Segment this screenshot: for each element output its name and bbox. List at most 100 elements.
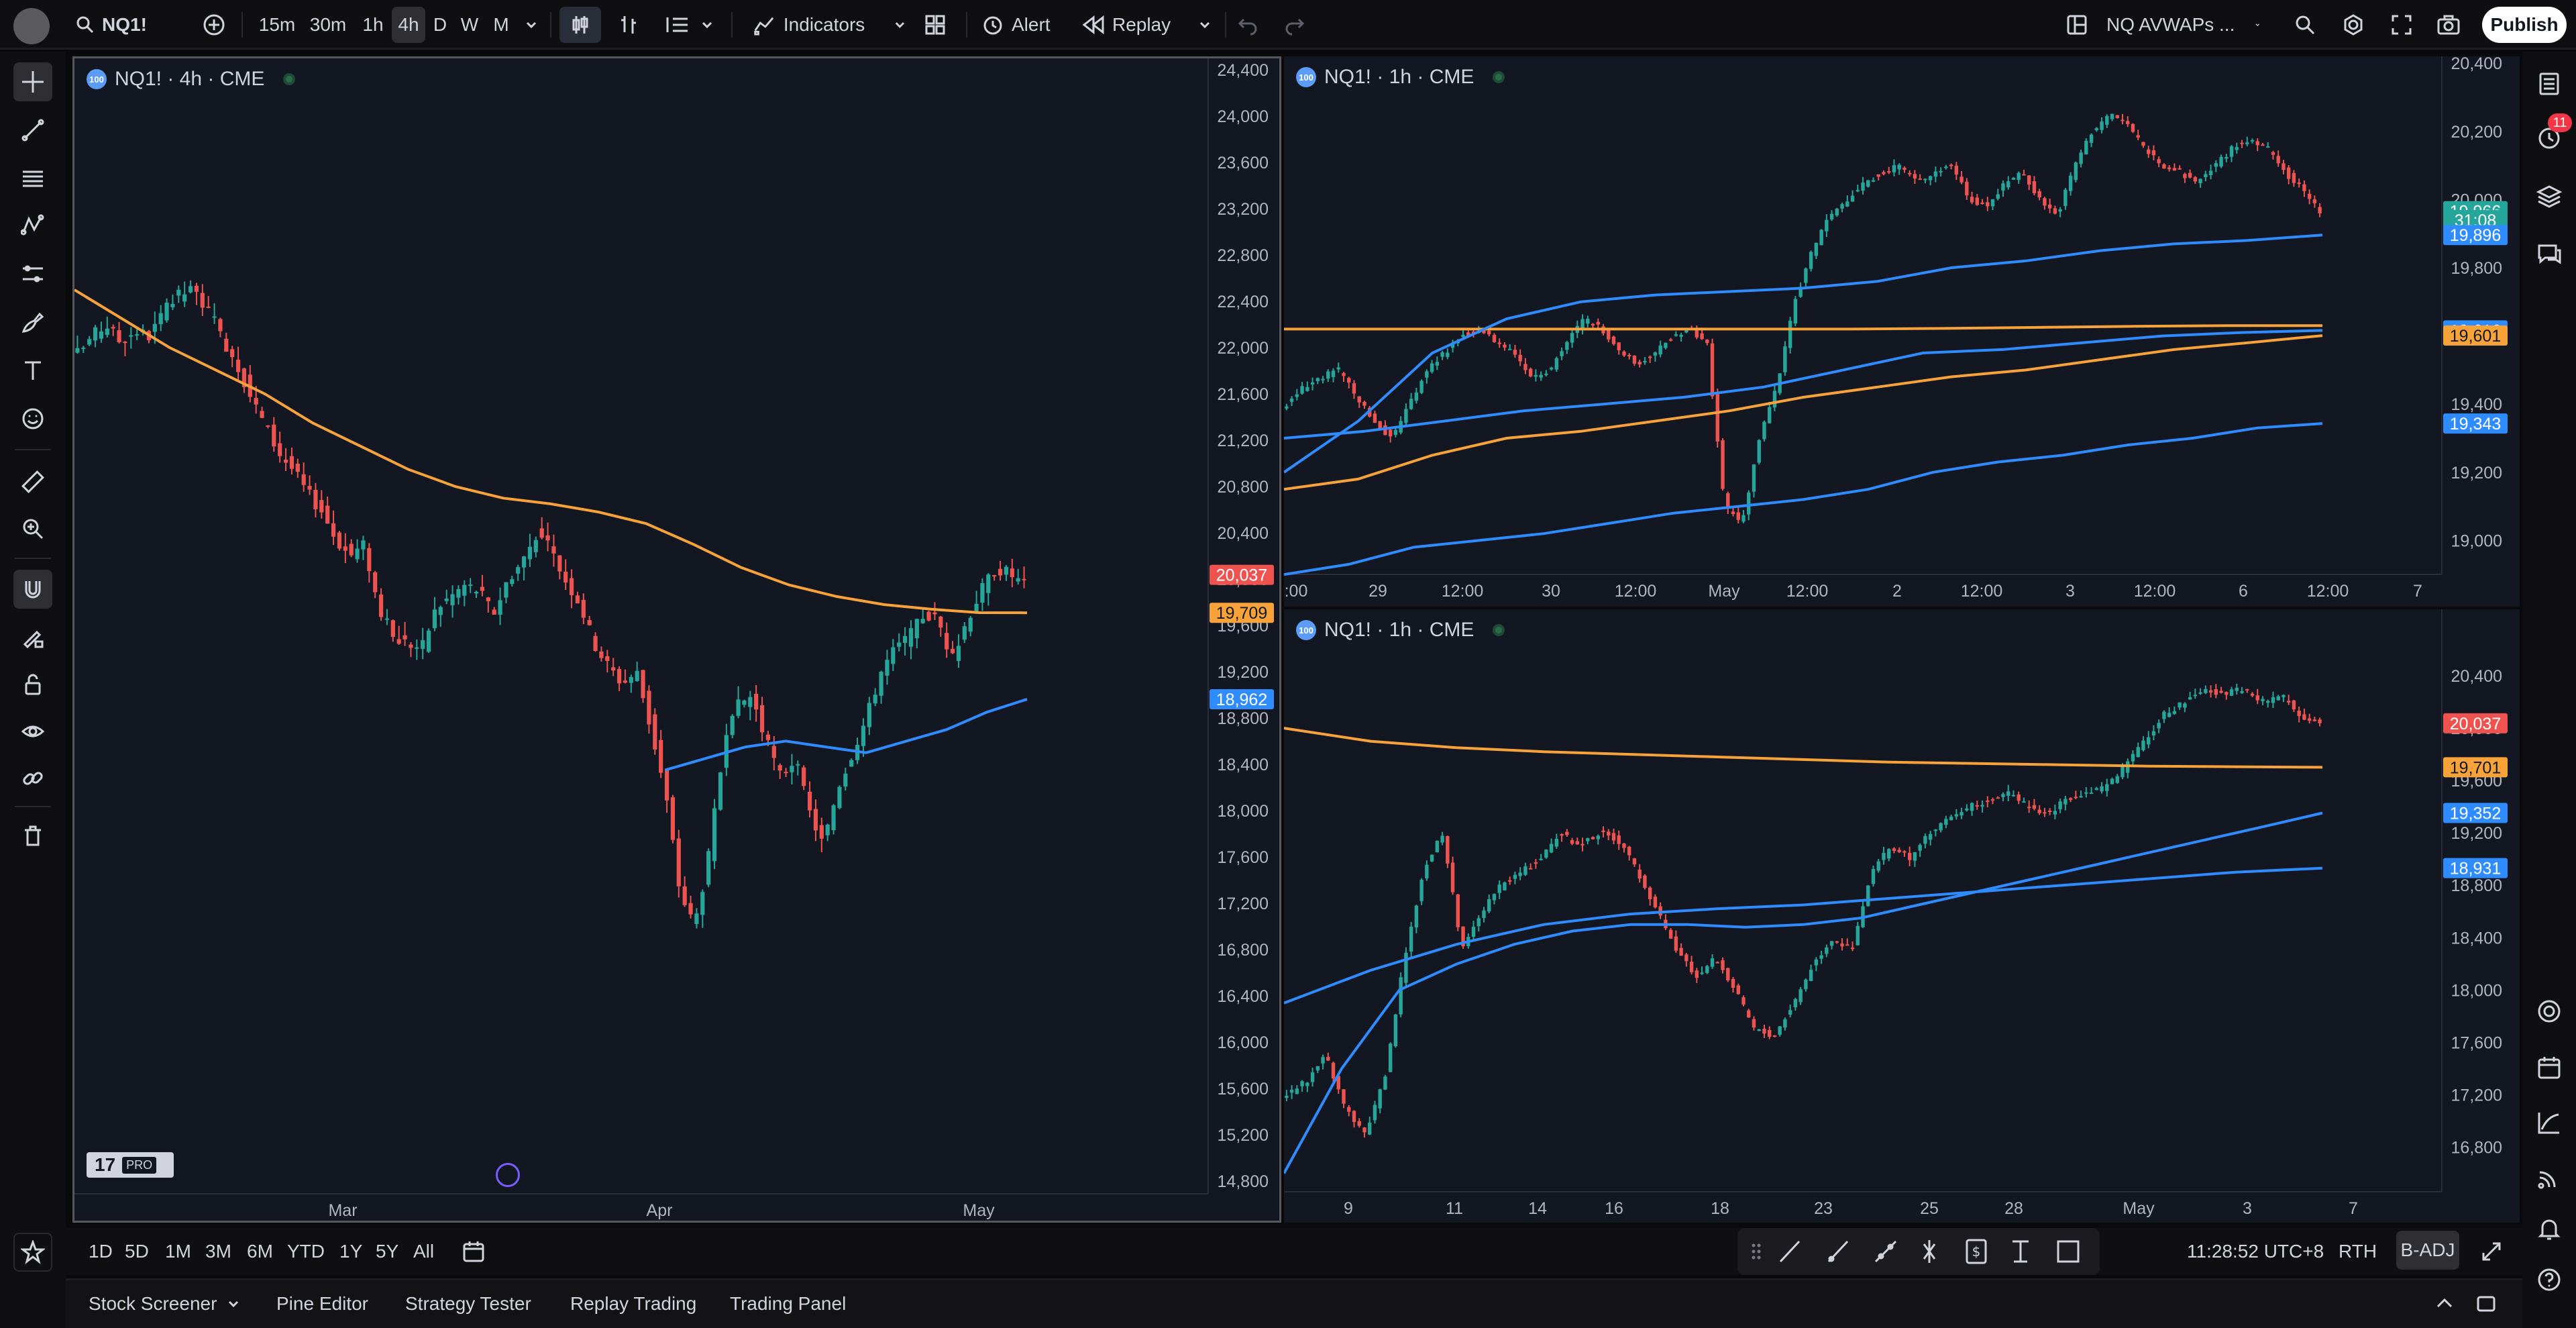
patterns-tool[interactable] xyxy=(13,206,52,245)
candle-body xyxy=(2282,695,2286,697)
chevron-down-icon xyxy=(526,21,537,29)
goto-date-button[interactable] xyxy=(462,1235,486,1268)
price-chart-4h[interactable]: 24,400 24,000 23,600 23,200 22,800 22,400 22,0… xyxy=(74,58,1281,1223)
link-icon xyxy=(23,772,43,785)
quick-search-button[interactable] xyxy=(2290,7,2320,43)
fib-tool[interactable] xyxy=(13,159,52,198)
interval-w[interactable]: W xyxy=(460,14,479,35)
rectangle-icon[interactable] xyxy=(2057,1240,2080,1263)
interval-4h[interactable]: 4h xyxy=(392,7,425,43)
lock-drawings-tool[interactable] xyxy=(13,665,52,704)
chats-button[interactable] xyxy=(2529,234,2569,274)
help-button[interactable] xyxy=(2529,1260,2569,1300)
magnet-tool[interactable] xyxy=(13,570,52,609)
price-chart-1h-b[interactable]: 20,40020,00019,60019,20018,80018,40018,0… xyxy=(1284,609,2520,1223)
range-6m[interactable]: 6M xyxy=(247,1241,273,1262)
brush-tool[interactable] xyxy=(13,303,52,342)
range-5y[interactable]: 5Y xyxy=(376,1241,399,1262)
range-3m[interactable]: 3M xyxy=(205,1241,231,1262)
range-ytd[interactable]: YTD xyxy=(287,1241,325,1262)
tab-pine-editor[interactable]: Pine Editor xyxy=(276,1293,368,1314)
extended-line-icon[interactable] xyxy=(1874,1240,1897,1263)
calendar-button[interactable] xyxy=(2529,1048,2569,1088)
templates-button[interactable] xyxy=(919,7,951,43)
fullscreen-button[interactable] xyxy=(2387,7,2416,43)
layout-name[interactable]: NQ AVWAPs ... xyxy=(2106,7,2261,43)
indicators-button[interactable]: Indicators xyxy=(753,7,907,43)
range-all[interactable]: All xyxy=(413,1241,435,1262)
layout-select-button[interactable] xyxy=(2062,7,2092,43)
price-tag-label: 19,352 xyxy=(2450,805,2501,823)
symbol-search[interactable]: NQ1! xyxy=(75,7,169,43)
range-1m[interactable]: 1M xyxy=(165,1241,191,1262)
ray-icon[interactable] xyxy=(1827,1240,1849,1263)
emoji-tool[interactable] xyxy=(13,399,52,438)
text-tool[interactable] xyxy=(13,351,52,390)
interval-15m[interactable]: 15m xyxy=(258,14,296,35)
compare-button[interactable] xyxy=(199,7,229,43)
pine-button[interactable] xyxy=(2529,1103,2569,1143)
favorites-tool[interactable] xyxy=(13,1233,52,1272)
undo-button[interactable] xyxy=(1234,7,1261,43)
redo-button[interactable] xyxy=(1281,7,1308,43)
sync-drawings-tool[interactable] xyxy=(13,759,52,798)
tab-stock-screener[interactable]: Stock Screener xyxy=(89,1287,241,1321)
projection-tool[interactable] xyxy=(13,254,52,293)
chart-style-dropdown[interactable] xyxy=(657,7,722,43)
stream-button[interactable] xyxy=(2529,1158,2569,1198)
measure-tool[interactable] xyxy=(13,462,52,501)
maximize-button[interactable] xyxy=(2481,1235,2502,1268)
replay-button[interactable]: Replay xyxy=(1081,7,1216,43)
candle-body xyxy=(771,746,776,758)
candle-body xyxy=(754,693,759,710)
publish-button[interactable]: Publish xyxy=(2482,7,2567,43)
chart-pane-left[interactable]: 24,400 24,000 23,600 23,200 22,800 22,400 22,0… xyxy=(72,56,1281,1223)
alerts-panel-button[interactable]: 11 xyxy=(2529,113,2572,158)
range-1d[interactable]: 1D xyxy=(89,1241,113,1262)
settings-button[interactable] xyxy=(2339,7,2368,43)
tab-strategy-tester[interactable]: Strategy Tester xyxy=(405,1293,531,1314)
tab-trading-panel[interactable]: Trading Panel xyxy=(730,1293,847,1314)
candle-body xyxy=(1726,968,1730,980)
zoom-tool[interactable] xyxy=(13,509,52,548)
scroll-to-realtime-button[interactable] xyxy=(496,1163,520,1187)
pitchfork-icon[interactable] xyxy=(1923,1240,1936,1263)
hide-drawings-tool[interactable] xyxy=(13,712,52,751)
watchlist-button[interactable] xyxy=(2529,64,2569,104)
price-tag xyxy=(2443,713,2508,733)
chart-pane-bottom-right[interactable]: 20,40020,00019,60019,20018,80018,40018,0… xyxy=(1284,609,2520,1223)
range-1y[interactable]: 1Y xyxy=(339,1241,363,1262)
text-anchor-icon[interactable] xyxy=(2012,1240,2029,1263)
stay-in-drawing-tool[interactable] xyxy=(13,618,52,657)
interval-d[interactable]: D xyxy=(433,14,447,35)
price-chart-1h-a[interactable]: 20,40020,20020,00019,80019,40019,20019,0… xyxy=(1284,56,2520,607)
bar-replay-chart-button[interactable] xyxy=(612,7,647,43)
chart-pane-top-right[interactable]: 20,400 20,200 20,000 19,800 19,400 19,200 19,0… xyxy=(1284,56,2520,607)
candle-body xyxy=(2245,688,2249,691)
adjustment-toggle[interactable]: B-ADJ xyxy=(2396,1231,2459,1270)
trend-line-icon[interactable] xyxy=(1779,1240,1801,1263)
collapse-panel-button[interactable] xyxy=(2434,1287,2455,1321)
interval-m[interactable]: M xyxy=(493,14,509,35)
zoom-in-icon xyxy=(23,519,44,540)
clock-timezone[interactable]: 11:28:52 UTC+8 xyxy=(2187,1241,2324,1262)
user-avatar[interactable] xyxy=(13,8,50,44)
remove-drawings-tool[interactable] xyxy=(13,817,52,856)
maximize-panel-button[interactable] xyxy=(2475,1287,2497,1321)
price-range-icon[interactable]: $ xyxy=(1966,1239,1987,1264)
drag-handle-icon[interactable] xyxy=(1752,1243,1761,1260)
object-tree-button[interactable] xyxy=(2529,176,2569,217)
trendline-tool[interactable] xyxy=(13,111,52,150)
session-toggle[interactable]: RTH xyxy=(2339,1241,2377,1262)
alert-button[interactable]: Alert xyxy=(981,7,1067,43)
ideas-button[interactable] xyxy=(2529,991,2569,1031)
crosshair-tool[interactable] xyxy=(13,62,52,101)
notifications-button[interactable] xyxy=(2529,1209,2569,1249)
candles-chart-type-button[interactable] xyxy=(559,7,601,43)
interval-1h[interactable]: 1h xyxy=(362,14,384,35)
tab-replay-trading[interactable]: Replay Trading xyxy=(570,1293,697,1314)
interval-30m[interactable]: 30m xyxy=(309,14,347,35)
snapshot-button[interactable] xyxy=(2434,7,2463,43)
range-5d[interactable]: 5D xyxy=(125,1241,149,1262)
interval-dropdown[interactable] xyxy=(518,7,545,43)
